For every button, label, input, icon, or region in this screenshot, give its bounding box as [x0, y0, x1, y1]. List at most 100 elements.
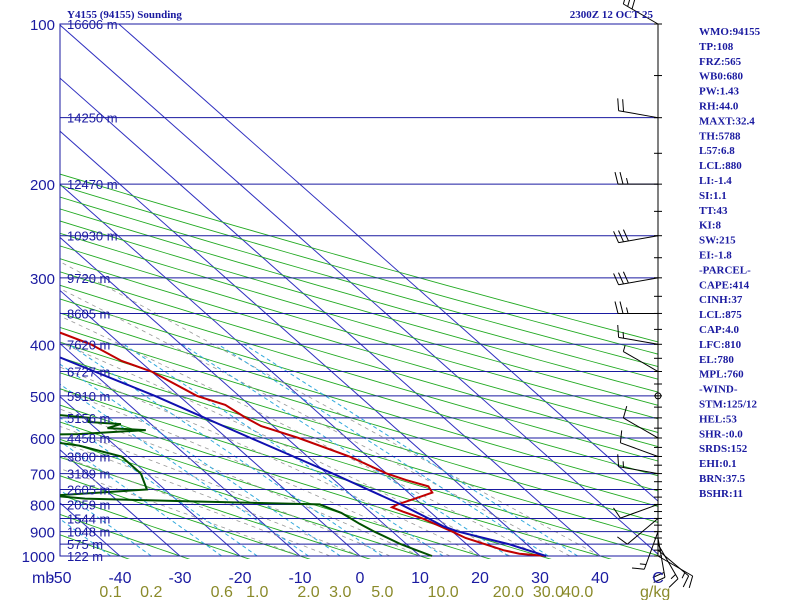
temperature-tick-label: 10: [411, 570, 429, 587]
index-value: EI:-1.8: [699, 250, 732, 262]
dry-adiabat-line: [60, 232, 658, 406]
index-value: KI:8: [699, 220, 722, 232]
isotherm-line: [60, 449, 181, 557]
index-value: MAXT:32.4: [699, 115, 755, 127]
isotherm-line: [60, 130, 541, 557]
index-value: MPL:760: [699, 369, 744, 381]
wind-barb: [631, 531, 659, 570]
index-value: TT:43: [699, 205, 728, 217]
height-label: 10930 m: [67, 229, 118, 244]
temperature-tick-label: -30: [168, 570, 191, 587]
wind-barb: [622, 405, 659, 439]
mixing-ratio-line: [123, 343, 444, 557]
height-label: 7620 m: [67, 337, 110, 352]
wind-barb-staff: [618, 235, 659, 244]
wind-barb: [617, 454, 659, 475]
temperature-tick-label: -10: [288, 570, 311, 587]
mixing-ratio-tick-label: 0.1: [99, 584, 121, 600]
isotherm-line: [60, 77, 601, 557]
parcel-profile-line: [60, 356, 547, 557]
index-value: SHR-:0.0: [699, 428, 743, 440]
index-value: CAP:4.0: [699, 324, 740, 336]
pressure-tick-label: 500: [30, 389, 55, 406]
wind-barb-flag: [631, 567, 645, 570]
wind-barb-half-flag: [626, 178, 629, 185]
dry-adiabat-line: [60, 298, 658, 477]
height-label: 9720 m: [67, 271, 110, 286]
dry-adiabat-line: [60, 284, 658, 462]
calm-wind-marker: [654, 392, 662, 400]
dry-adiabat-line: [60, 372, 658, 556]
dry-adiabat-line: [60, 341, 658, 523]
height-label: 122 m: [67, 549, 103, 564]
mixing-ratio-tick-label: 5.0: [371, 584, 393, 600]
wind-barb: [657, 555, 694, 589]
index-value: HEL:53: [699, 413, 737, 425]
wind-barb-flag: [618, 272, 624, 285]
wind-barb: [614, 172, 658, 185]
height-label: 5910 m: [67, 389, 110, 404]
mixing-ratio-line: [217, 343, 549, 557]
wind-barb-flag: [617, 98, 620, 111]
wind-barb-flag: [614, 301, 619, 314]
wind-barb: [657, 543, 679, 588]
mixing-ratio-tick-label: 30.0: [533, 584, 564, 600]
dry-adiabat-line: [60, 438, 432, 559]
height-label: 1048 m: [67, 525, 110, 540]
isotherm-line: [60, 24, 658, 555]
index-value: LCL:880: [699, 160, 742, 172]
wind-barb-staff: [620, 442, 659, 457]
index-value: BRN:37.5: [699, 473, 746, 485]
wind-barb-staff: [657, 549, 689, 577]
index-value: LCL:875: [699, 309, 742, 321]
wind-barb-flag: [619, 430, 623, 443]
wind-barb-flag: [613, 273, 620, 285]
mixing-ratio-line: [60, 416, 258, 557]
wind-barb: [617, 324, 659, 345]
isotherm-line: [60, 342, 301, 557]
isotherm-line: [60, 183, 481, 557]
dry-adiabat-line: [60, 184, 658, 355]
moist-adiabat-line: [60, 441, 361, 557]
wind-barb-staff: [618, 466, 659, 475]
wind-barb-flag: [619, 172, 624, 185]
index-value: BSHR:11: [699, 488, 743, 500]
wind-barb-flag: [622, 271, 629, 284]
wind-barb-staff: [643, 531, 659, 570]
background-grid: [60, 24, 658, 559]
dry-adiabat-line: [60, 326, 658, 507]
height-label: 14250 m: [67, 111, 118, 126]
wind-barb-half-flag: [639, 563, 647, 566]
index-value: TP:108: [699, 41, 734, 53]
wind-barb: [613, 229, 659, 244]
wind-barb-flag: [688, 575, 694, 589]
wind-barb-flag: [617, 536, 628, 545]
index-value: -WIND-: [699, 384, 738, 396]
wind-barb-flag: [682, 575, 690, 588]
height-label: 4458 m: [67, 431, 110, 446]
height-label: 16606 m: [67, 17, 118, 32]
wind-barb-flag: [622, 405, 628, 419]
temperature-tick-label: -20: [228, 570, 251, 587]
wind-barb: [617, 98, 659, 119]
index-value: LFC:810: [699, 339, 742, 351]
wind-barb-half-flag: [626, 307, 629, 314]
wind-barb-staff: [618, 336, 659, 345]
mixing-ratio-tick-label: 0.6: [211, 584, 233, 600]
wind-barb-flag: [613, 507, 621, 519]
temperature-tick-label: C: [652, 570, 664, 587]
mixing-ratio-tick-label: 20.0: [493, 584, 524, 600]
dry-adiabat-line: [60, 494, 251, 559]
mixing-ratio-tick-label: 1.0: [246, 584, 268, 600]
height-label: 1544 m: [67, 511, 110, 526]
wind-barb-staff: [657, 543, 679, 580]
height-label: 3189 m: [67, 467, 110, 482]
mixing-ratio-tick-label: 10.0: [428, 584, 459, 600]
mixing-ratio-line: [181, 343, 509, 557]
height-label: 2059 m: [67, 497, 110, 512]
index-value: SW:215: [699, 235, 736, 247]
isotherm-line: [60, 396, 241, 557]
height-label: 2605 m: [67, 483, 110, 498]
wind-barb-flag: [652, 571, 665, 578]
